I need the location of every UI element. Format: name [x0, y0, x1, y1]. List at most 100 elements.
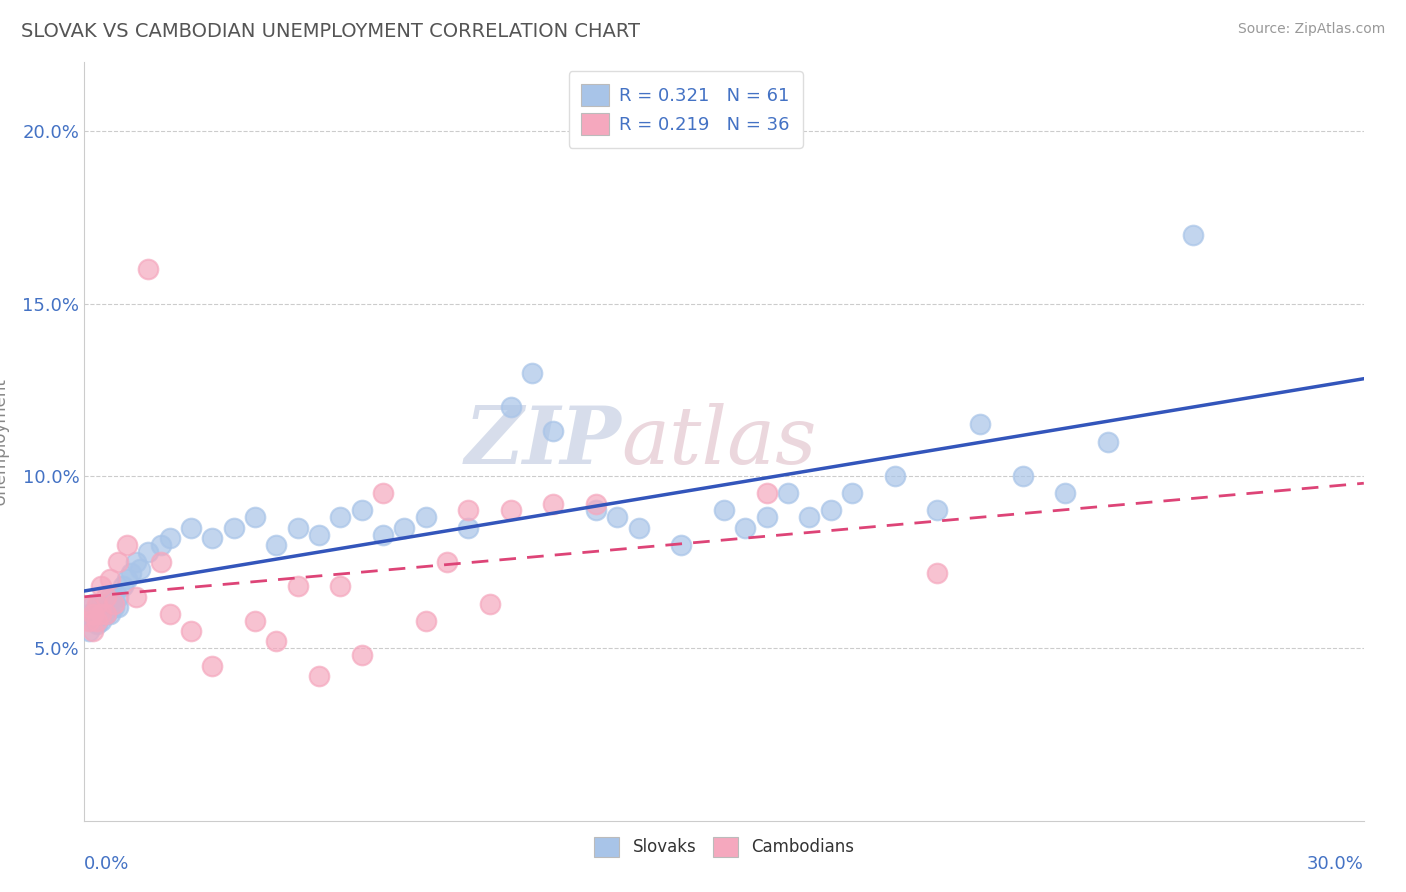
Point: [180, 521, 202, 535]
Point: [778, 486, 800, 500]
Point: [394, 521, 416, 535]
Legend: Slovaks, Cambodians: Slovaks, Cambodians: [586, 829, 862, 865]
Point: [457, 503, 479, 517]
Point: [350, 503, 373, 517]
Point: [103, 590, 125, 604]
Point: [94, 607, 117, 621]
Point: [713, 503, 735, 517]
Point: [1182, 227, 1205, 242]
Point: [371, 527, 394, 541]
Point: [415, 614, 437, 628]
Point: [150, 538, 173, 552]
Point: [755, 510, 778, 524]
Point: [115, 573, 138, 587]
Point: [82, 614, 104, 628]
Point: [329, 510, 352, 524]
Point: [457, 521, 479, 535]
Point: [98, 607, 121, 621]
Point: [86, 599, 108, 614]
Point: [1097, 434, 1119, 449]
Point: [264, 634, 288, 648]
Point: [499, 400, 522, 414]
Point: [671, 538, 693, 552]
Point: [159, 531, 181, 545]
Point: [755, 486, 778, 500]
Point: [107, 599, 129, 614]
Point: [308, 527, 330, 541]
Point: [103, 597, 125, 611]
Point: [436, 555, 458, 569]
Text: ZIP: ZIP: [465, 403, 621, 480]
Point: [128, 562, 150, 576]
Point: [115, 538, 138, 552]
Point: [124, 590, 146, 604]
Point: [94, 597, 117, 611]
Point: [1011, 469, 1033, 483]
Point: [82, 607, 104, 621]
Point: [287, 521, 309, 535]
Y-axis label: Unemployment: Unemployment: [0, 377, 8, 506]
Point: [94, 607, 117, 621]
Point: [82, 597, 104, 611]
Point: [264, 538, 288, 552]
Point: [107, 555, 129, 569]
Point: [350, 648, 373, 663]
Point: [90, 607, 112, 621]
Point: [543, 497, 565, 511]
Text: 30.0%: 30.0%: [1308, 855, 1364, 873]
Point: [841, 486, 863, 500]
Point: [159, 607, 181, 621]
Point: [90, 597, 112, 611]
Point: [86, 614, 108, 628]
Text: SLOVAK VS CAMBODIAN UNEMPLOYMENT CORRELATION CHART: SLOVAK VS CAMBODIAN UNEMPLOYMENT CORRELA…: [21, 22, 640, 41]
Point: [138, 262, 160, 277]
Point: [969, 417, 991, 432]
Point: [77, 607, 100, 621]
Point: [138, 545, 160, 559]
Point: [82, 624, 104, 639]
Point: [329, 579, 352, 593]
Text: atlas: atlas: [621, 403, 817, 480]
Point: [927, 503, 949, 517]
Point: [415, 510, 437, 524]
Point: [585, 497, 607, 511]
Point: [201, 658, 224, 673]
Point: [585, 503, 607, 517]
Point: [107, 590, 129, 604]
Point: [308, 669, 330, 683]
Point: [606, 510, 628, 524]
Point: [86, 597, 108, 611]
Point: [1054, 486, 1077, 500]
Point: [371, 486, 394, 500]
Point: [90, 607, 112, 621]
Point: [86, 617, 108, 632]
Point: [927, 566, 949, 580]
Point: [94, 590, 117, 604]
Point: [98, 573, 121, 587]
Point: [543, 424, 565, 438]
Point: [94, 607, 117, 621]
Text: 0.0%: 0.0%: [84, 855, 129, 873]
Point: [77, 599, 100, 614]
Point: [150, 555, 173, 569]
Point: [627, 521, 650, 535]
Point: [478, 597, 501, 611]
Point: [734, 521, 756, 535]
Point: [90, 614, 112, 628]
Point: [111, 579, 134, 593]
Point: [124, 555, 146, 569]
Point: [201, 531, 224, 545]
Point: [222, 521, 245, 535]
Point: [98, 590, 121, 604]
Point: [103, 599, 125, 614]
Point: [799, 510, 821, 524]
Text: Source: ZipAtlas.com: Source: ZipAtlas.com: [1237, 22, 1385, 37]
Point: [520, 366, 543, 380]
Point: [86, 614, 108, 628]
Point: [77, 624, 100, 639]
Point: [180, 624, 202, 639]
Point: [90, 579, 112, 593]
Point: [883, 469, 905, 483]
Point: [77, 614, 100, 628]
Point: [820, 503, 842, 517]
